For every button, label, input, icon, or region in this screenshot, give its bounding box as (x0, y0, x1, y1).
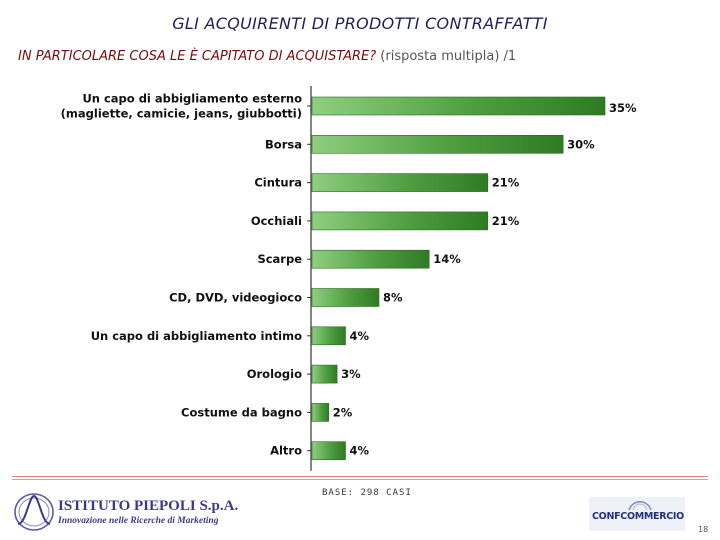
category-label-line: Costume da bagno (181, 405, 302, 419)
data-label: 35% (609, 101, 637, 115)
istituto-piepoli-logo: ISTITUTO PIEPOLI S.p.A. Innovazione nell… (12, 488, 238, 534)
page-title: GLI ACQUIRENTI DI PRODOTTI CONTRAFFATTI (172, 14, 548, 33)
bar (311, 364, 338, 384)
category-label: Cintura (254, 176, 302, 190)
category-label: Borsa (265, 137, 302, 151)
category-label: CD, DVD, videogioco (169, 291, 302, 305)
footer-divider-secondary (12, 479, 708, 480)
category-label: Occhiali (251, 214, 302, 228)
data-label: 21% (492, 176, 520, 190)
bar (311, 173, 489, 192)
bar (311, 403, 330, 422)
category-label-line: Un capo di abbigliamento esterno (82, 92, 302, 106)
category-label: Un capo di abbigliamento esterno (magliet… (61, 92, 302, 121)
data-label: 3% (341, 367, 361, 381)
page-subtitle: IN PARTICOLARE COSA LE È CAPITATO DI ACQ… (18, 49, 516, 64)
data-label: 21% (492, 214, 520, 228)
bar (311, 326, 346, 346)
category-label: Altro (270, 444, 302, 458)
data-label: 14% (433, 252, 461, 266)
bar (311, 211, 489, 231)
category-label-line: CD, DVD, videogioco (169, 291, 302, 305)
piepoli-emblem-icon (14, 493, 54, 531)
page-number: 18 (698, 525, 709, 534)
category-label-line: Altro (270, 444, 302, 458)
data-label: 30% (567, 137, 595, 151)
category-label-line: (magliette, camicie, jeans, giubbotti) (61, 107, 302, 121)
category-label-line: Borsa (265, 137, 302, 151)
bar (311, 134, 564, 154)
category-label-line: Un capo di abbigliamento intimo (91, 329, 302, 343)
category-label-line: Scarpe (257, 252, 302, 266)
confcommercio-emblem-icon (628, 501, 652, 511)
bar (311, 96, 606, 116)
subtitle-note: (risposta multipla) /1 (380, 49, 517, 64)
category-label: Un capo di abbigliamento intimo (91, 329, 302, 343)
category-label-line: Orologio (247, 367, 302, 381)
confcommercio-logo: CONFCOMMERCIO (589, 497, 685, 531)
category-label-line: Occhiali (251, 214, 302, 228)
category-label: Scarpe (257, 252, 302, 266)
bar (311, 288, 380, 307)
data-label: 4% (349, 444, 369, 458)
data-label: 4% (349, 329, 369, 343)
base-note: BASE: 298 CASI (322, 488, 412, 498)
category-label: Costume da bagno (181, 405, 302, 419)
bar (311, 249, 430, 269)
bar (311, 441, 346, 461)
data-label: 8% (383, 291, 403, 305)
subtitle-question: IN PARTICOLARE COSA LE È CAPITATO DI ACQ… (18, 49, 377, 64)
piepoli-tagline: Innovazione nelle Ricerche di Marketing (58, 516, 219, 526)
category-label: Orologio (247, 367, 302, 381)
category-label-line: Cintura (254, 176, 302, 190)
data-label: 2% (333, 405, 353, 419)
bar-chart: 35% Un capo di abbigliamento esterno (magl… (61, 86, 637, 471)
confcommercio-name: CONFCOMMERCIO (592, 511, 684, 522)
footer-divider (12, 476, 708, 477)
piepoli-name: ISTITUTO PIEPOLI S.p.A. (58, 498, 239, 514)
